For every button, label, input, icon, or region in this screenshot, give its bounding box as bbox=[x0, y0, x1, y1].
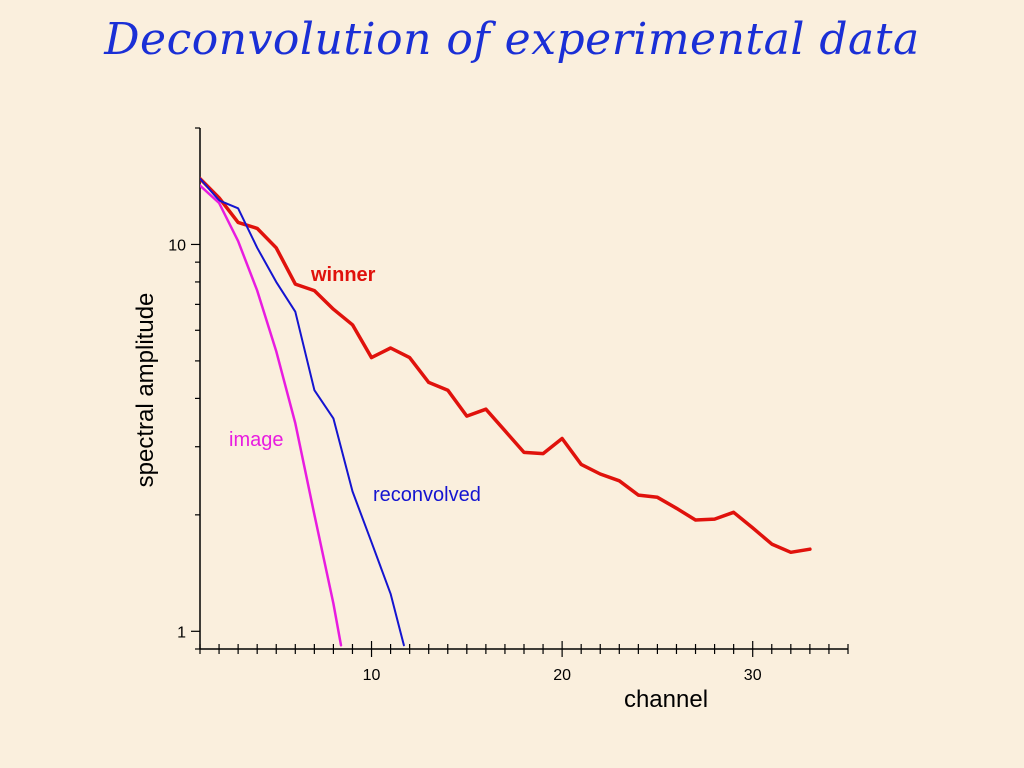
series-label-reconvolved: reconvolved bbox=[373, 484, 481, 506]
x-tick-label: 10 bbox=[363, 667, 381, 684]
series-line-image bbox=[200, 184, 343, 647]
chart-series bbox=[200, 176, 812, 647]
y-tick-label: 1 bbox=[177, 624, 186, 641]
y-axis-title: spectral amplitude bbox=[132, 293, 159, 488]
y-tick-label: 10 bbox=[168, 237, 186, 254]
series-line-reconvolved bbox=[200, 177, 405, 647]
x-axis-title: channel bbox=[624, 686, 708, 713]
series-label-image: image bbox=[229, 429, 283, 451]
slide-title: Deconvolution of experimental data bbox=[104, 14, 920, 65]
chart-axes: 10 20 30 1 10 channel spectral amplitude bbox=[132, 127, 849, 713]
series-label-winner: winner bbox=[310, 264, 376, 286]
x-tick-label: 20 bbox=[553, 667, 571, 684]
series-line-winner bbox=[200, 176, 812, 555]
chart-labels: winner reconvolved image bbox=[229, 264, 481, 506]
x-tick-label: 30 bbox=[744, 667, 762, 684]
